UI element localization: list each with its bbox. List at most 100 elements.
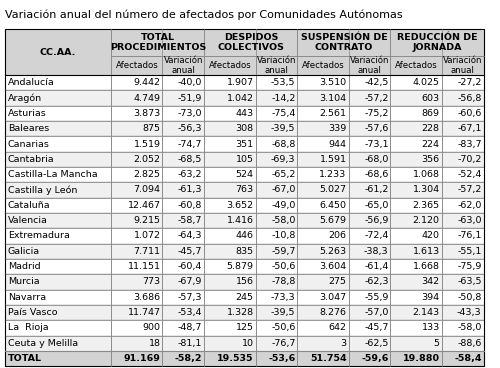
- Text: -53,4: -53,4: [178, 308, 203, 317]
- Bar: [298, 274, 348, 290]
- Text: 1.042: 1.042: [226, 93, 254, 103]
- Text: 11.151: 11.151: [128, 262, 160, 271]
- Text: 7.711: 7.711: [134, 247, 160, 256]
- Bar: [390, 137, 442, 152]
- Bar: [390, 198, 442, 213]
- Text: 944: 944: [328, 139, 346, 149]
- Bar: [442, 198, 484, 213]
- Text: 3.652: 3.652: [226, 201, 254, 210]
- Bar: [348, 274, 391, 290]
- Text: 773: 773: [142, 277, 160, 286]
- Bar: [298, 152, 348, 167]
- Bar: [204, 91, 256, 106]
- Text: Castilla y León: Castilla y León: [8, 185, 77, 195]
- Text: Valencia: Valencia: [8, 216, 48, 225]
- Text: -72,4: -72,4: [364, 231, 388, 240]
- Text: 356: 356: [422, 155, 440, 164]
- Bar: [204, 336, 256, 351]
- Bar: [256, 121, 298, 137]
- Text: 763: 763: [236, 185, 254, 194]
- Bar: [390, 106, 442, 121]
- Text: -68,6: -68,6: [364, 170, 388, 179]
- Bar: [162, 167, 204, 182]
- Text: -76,7: -76,7: [271, 339, 295, 348]
- Bar: [204, 121, 256, 137]
- Text: -70,2: -70,2: [458, 155, 481, 164]
- Text: -81,1: -81,1: [178, 339, 203, 348]
- Bar: [256, 244, 298, 259]
- Bar: [442, 351, 484, 366]
- Bar: [111, 29, 204, 56]
- Bar: [162, 75, 204, 91]
- Text: -59,6: -59,6: [361, 354, 388, 363]
- Bar: [390, 91, 442, 106]
- Bar: [298, 290, 348, 305]
- Text: -75,2: -75,2: [364, 109, 388, 118]
- Text: 1.328: 1.328: [226, 308, 254, 317]
- Bar: [442, 56, 484, 75]
- Text: Cantabria: Cantabria: [8, 155, 54, 164]
- Bar: [5, 91, 111, 106]
- Bar: [204, 305, 256, 320]
- Bar: [5, 182, 111, 198]
- Bar: [390, 259, 442, 274]
- Bar: [442, 228, 484, 244]
- Bar: [298, 320, 348, 336]
- Bar: [162, 91, 204, 106]
- Bar: [298, 351, 348, 366]
- Text: 156: 156: [236, 277, 254, 286]
- Bar: [256, 274, 298, 290]
- Bar: [111, 56, 162, 75]
- Bar: [256, 137, 298, 152]
- Text: -58,2: -58,2: [175, 354, 203, 363]
- Text: 7.094: 7.094: [134, 185, 160, 194]
- Text: -61,2: -61,2: [364, 185, 388, 194]
- Text: -57,3: -57,3: [178, 293, 203, 302]
- Bar: [5, 290, 111, 305]
- Text: 1.668: 1.668: [412, 262, 440, 271]
- Bar: [111, 305, 162, 320]
- Bar: [5, 228, 111, 244]
- Text: DESPIDOS
COLECTIVOS: DESPIDOS COLECTIVOS: [218, 33, 284, 52]
- Bar: [390, 213, 442, 228]
- Bar: [298, 56, 348, 75]
- Text: 5.879: 5.879: [226, 262, 254, 271]
- Text: 443: 443: [236, 109, 254, 118]
- Text: 351: 351: [236, 139, 254, 149]
- Text: -55,9: -55,9: [364, 293, 388, 302]
- Text: 1.068: 1.068: [412, 170, 440, 179]
- Text: 3.873: 3.873: [133, 109, 160, 118]
- Bar: [348, 152, 391, 167]
- Text: Variación
anual: Variación anual: [256, 56, 296, 75]
- Text: -61,3: -61,3: [178, 185, 203, 194]
- Text: 1.233: 1.233: [320, 170, 346, 179]
- Text: 3.104: 3.104: [320, 93, 346, 103]
- Bar: [162, 198, 204, 213]
- Bar: [256, 91, 298, 106]
- Bar: [162, 228, 204, 244]
- Text: -38,3: -38,3: [364, 247, 388, 256]
- Bar: [162, 259, 204, 274]
- Bar: [390, 75, 442, 91]
- Bar: [162, 336, 204, 351]
- Text: -58,0: -58,0: [458, 323, 481, 332]
- Bar: [348, 167, 391, 182]
- Text: -57,0: -57,0: [364, 308, 388, 317]
- Bar: [348, 213, 391, 228]
- Text: Cataluña: Cataluña: [8, 201, 50, 210]
- Text: La  Rioja: La Rioja: [8, 323, 48, 332]
- Text: 2.825: 2.825: [134, 170, 160, 179]
- Bar: [256, 152, 298, 167]
- Text: -49,0: -49,0: [271, 201, 295, 210]
- Bar: [256, 228, 298, 244]
- Bar: [5, 320, 111, 336]
- Bar: [348, 121, 391, 137]
- Text: -67,1: -67,1: [458, 124, 481, 133]
- Bar: [256, 182, 298, 198]
- Bar: [348, 91, 391, 106]
- Text: 339: 339: [328, 124, 346, 133]
- Text: -59,7: -59,7: [271, 247, 295, 256]
- Text: -45,7: -45,7: [178, 247, 203, 256]
- Text: 446: 446: [236, 231, 254, 240]
- Text: -69,3: -69,3: [271, 155, 295, 164]
